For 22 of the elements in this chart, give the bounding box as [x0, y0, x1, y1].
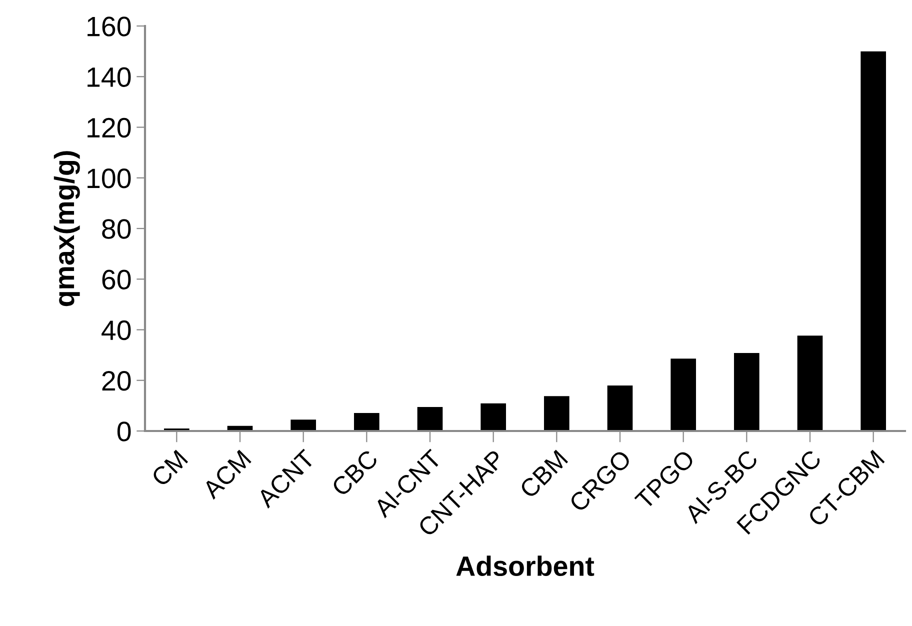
x-tick-label: CM [150, 450, 188, 488]
y-tick-label: 80 [102, 219, 131, 239]
bar [607, 385, 633, 431]
x-axis-title: Adsorbent [456, 556, 594, 576]
y-tick-label: 100 [88, 168, 131, 188]
bar [417, 406, 443, 431]
bar [544, 396, 570, 431]
y-tick-label: 20 [102, 371, 131, 391]
y-tick-label: 40 [102, 320, 131, 340]
bar [670, 358, 696, 431]
bar [797, 336, 823, 431]
y-axis-title: qmax(mg/g) [54, 151, 80, 306]
bar [290, 420, 316, 431]
bar [480, 403, 506, 431]
y-tick-label: 140 [88, 67, 131, 87]
bar [354, 413, 380, 431]
y-tick-label: 60 [102, 270, 131, 290]
y-tick-label: 0 [117, 422, 131, 442]
y-tick-label: 120 [88, 118, 131, 138]
bar [734, 353, 760, 431]
bar [860, 51, 886, 431]
y-tick-label: 160 [88, 16, 131, 36]
